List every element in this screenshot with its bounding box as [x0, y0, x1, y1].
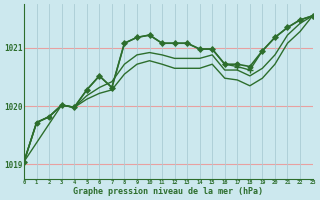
- X-axis label: Graphe pression niveau de la mer (hPa): Graphe pression niveau de la mer (hPa): [73, 187, 263, 196]
